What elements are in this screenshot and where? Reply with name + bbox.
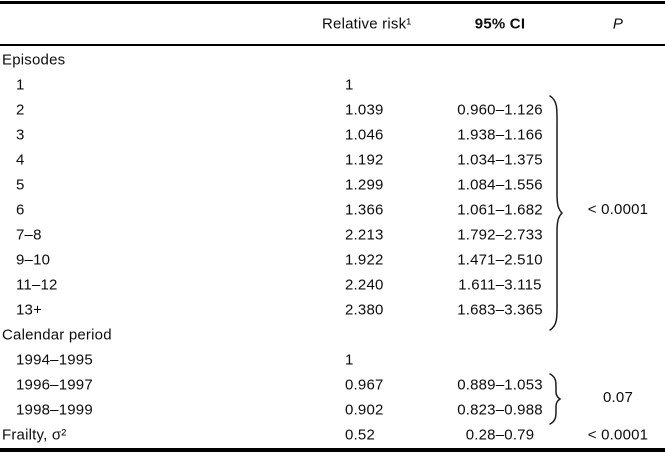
row-label: 1994–1995 — [16, 351, 93, 368]
table-row: 4 1.192 1.034–1.375 — [0, 147, 665, 172]
table-header-row: Relative risk¹ 95% CI P — [0, 4, 665, 44]
relative-risk-value: 2.380 — [345, 301, 384, 318]
table-row: 6 1.366 1.061–1.682 — [0, 197, 665, 222]
group-brace-episodes-icon — [546, 94, 564, 337]
header-relative-risk: Relative risk¹ — [322, 15, 412, 33]
row-label: 5 — [16, 176, 25, 193]
group-brace-calendar-icon — [548, 373, 563, 430]
row-label: 7–8 — [16, 226, 42, 243]
row-label: 3 — [16, 126, 25, 143]
ci-value: 1.792–2.733 — [457, 226, 543, 243]
row-label: 4 — [16, 151, 25, 168]
p-value-episodes-group: < 0.0001 — [587, 201, 649, 218]
row-label: 13+ — [16, 301, 43, 318]
row-label: 1 — [16, 76, 25, 93]
relative-risk-value: 1 — [345, 351, 354, 368]
row-label: 2 — [16, 101, 25, 118]
table-row: 1998–1999 0.902 0.823–0.988 — [0, 397, 665, 422]
row-label: 9–10 — [16, 251, 51, 268]
relative-risk-value: 1.299 — [345, 176, 384, 193]
p-value-calendar-group: 0.07 — [603, 389, 633, 406]
table-top-rule — [0, 1, 665, 4]
row-label: 1998–1999 — [16, 401, 93, 418]
table-row: 11–12 2.240 1.611–3.115 — [0, 272, 665, 297]
table-bottom-rule — [0, 448, 665, 452]
row-label: 6 — [16, 201, 25, 218]
ci-value: 1.611–3.115 — [458, 276, 542, 293]
row-label: Episodes — [2, 51, 66, 68]
table-row: 2 1.039 0.960–1.126 — [0, 97, 665, 122]
header-95ci: 95% CI — [474, 15, 526, 33]
table-row-section-calendar-period: Calendar period — [0, 322, 665, 347]
ci-value: 0.889–1.053 — [457, 376, 543, 393]
table-row: 3 1.046 1.938–1.166 — [0, 122, 665, 147]
table-row: 7–8 2.213 1.792–2.733 — [0, 222, 665, 247]
relative-risk-value: 2.240 — [345, 276, 384, 293]
relative-risk-value: 0.52 — [345, 426, 375, 443]
relative-risk-value: 1.046 — [345, 126, 384, 143]
ci-value: 1.683–3.365 — [457, 301, 543, 318]
ci-value: 1.084–1.556 — [457, 176, 543, 193]
table-row: 1 1 — [0, 72, 665, 97]
table-row-frailty: Frailty, σ² 0.52 0.28–0.79 < 0.0001 — [0, 422, 665, 447]
table-row: 1994–1995 1 — [0, 347, 665, 372]
header-p: P — [612, 15, 624, 33]
ci-value: 1.034–1.375 — [457, 151, 543, 168]
ci-value: 0.823–0.988 — [457, 401, 543, 418]
row-label: Calendar period — [2, 326, 112, 343]
relative-risk-value: 0.902 — [345, 401, 384, 418]
relative-risk-value: 1.366 — [345, 201, 384, 218]
relative-risk-value: 1.039 — [345, 101, 384, 118]
ci-value: 1.938–1.166 — [457, 126, 543, 143]
p-value: < 0.0001 — [587, 426, 649, 443]
ci-value: 0.28–0.79 — [465, 426, 535, 443]
table-row: 13+ 2.380 1.683–3.365 — [0, 297, 665, 322]
relative-risk-value: 0.967 — [345, 376, 384, 393]
relative-risk-value: 2.213 — [345, 226, 384, 243]
table-row-section-episodes: Episodes — [0, 47, 665, 72]
relative-risk-value: 1 — [345, 76, 354, 93]
ci-value: 0.960–1.126 — [457, 101, 543, 118]
table-header-rule — [0, 44, 665, 46]
table-row: 1996–1997 0.967 0.889–1.053 — [0, 372, 665, 397]
table-row: 5 1.299 1.084–1.556 — [0, 172, 665, 197]
row-label: 1996–1997 — [16, 376, 93, 393]
row-label: 11–12 — [16, 276, 58, 293]
relative-risk-value: 1.922 — [345, 251, 384, 268]
ci-value: 1.061–1.682 — [457, 201, 543, 218]
table-body: Episodes 1 1 2 1.039 0.960–1.126 3 1.046… — [0, 47, 665, 447]
relative-risk-value: 1.192 — [345, 151, 384, 168]
table-row: 9–10 1.922 1.471–2.510 — [0, 247, 665, 272]
ci-value: 1.471–2.510 — [457, 251, 543, 268]
row-label: Frailty, σ² — [2, 426, 67, 443]
